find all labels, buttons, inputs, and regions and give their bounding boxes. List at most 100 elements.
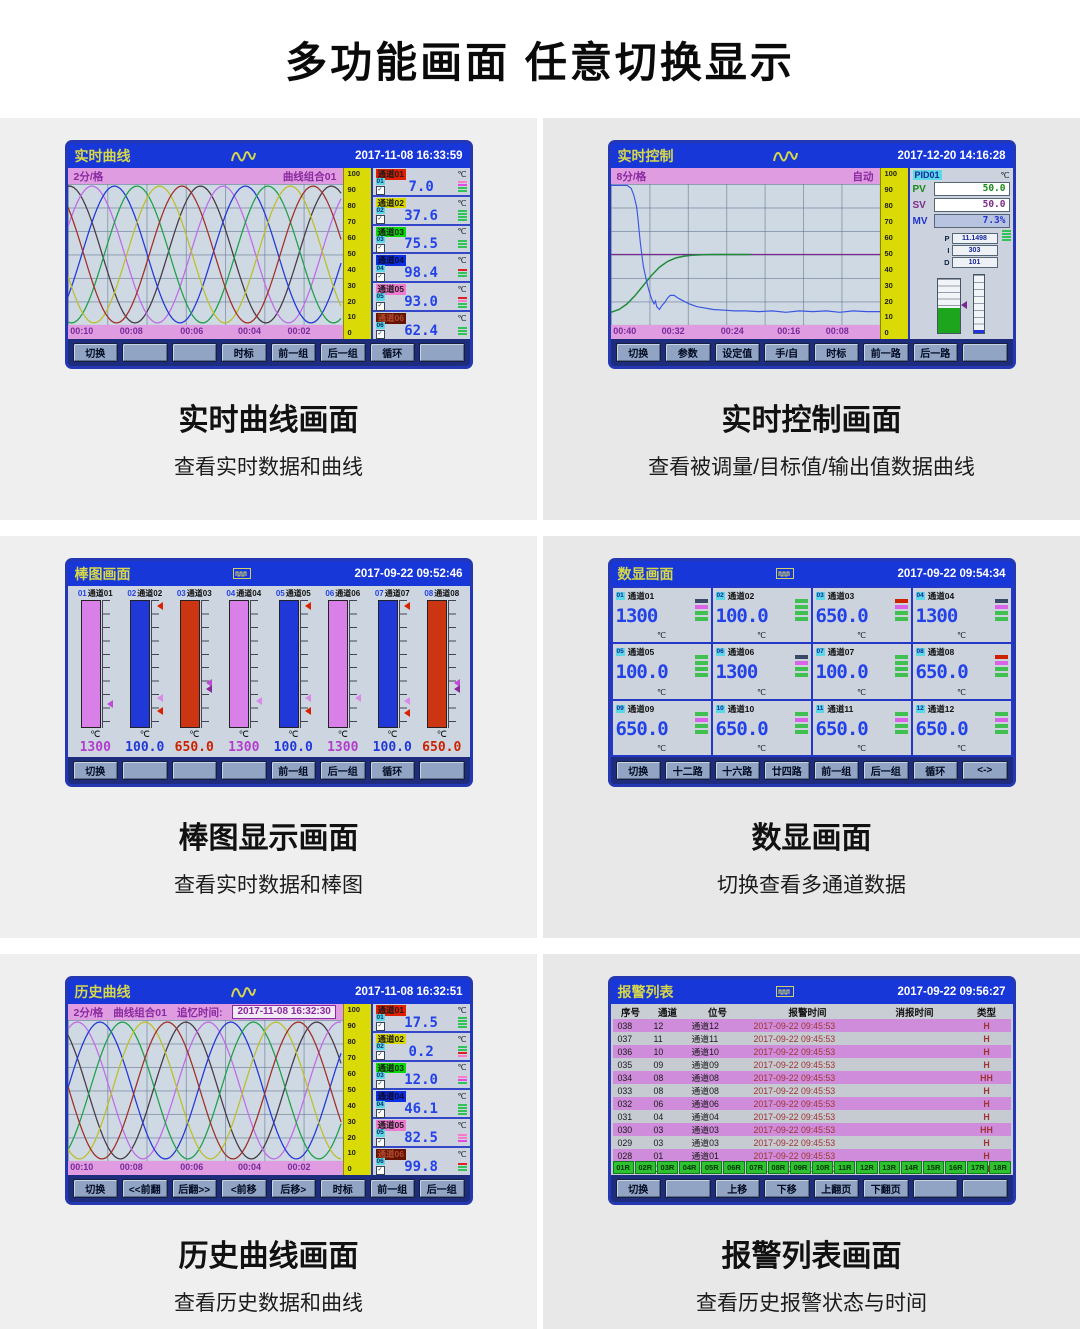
alarm-setpoint-marker-icon xyxy=(255,697,262,706)
channel-visible-checkbox[interactable] xyxy=(375,272,385,282)
alarm-row[interactable]: 030 03 通道03 2017-09-22 09:45:53 HH xyxy=(612,1123,1011,1136)
alarm-row[interactable]: 029 03 通道03 2017-09-22 09:45:53 H xyxy=(612,1136,1011,1149)
softkey-button[interactable]: 手/自 xyxy=(764,343,810,362)
softkey-button[interactable]: 下移 xyxy=(764,1179,810,1198)
relay-status-tag: 18R xyxy=(989,1161,1011,1174)
softkey-button[interactable]: 切换 xyxy=(72,761,118,780)
softkey-button[interactable] xyxy=(962,1179,1008,1198)
softkey-button[interactable]: 后一组 xyxy=(419,1179,465,1198)
softkey-button[interactable]: 廿四路 xyxy=(764,761,810,780)
alarm-row[interactable]: 033 08 通道08 2017-09-22 09:45:53 H xyxy=(612,1084,1011,1097)
channel-visible-checkbox[interactable] xyxy=(375,1079,385,1089)
softkey-button[interactable]: <前移 xyxy=(221,1179,267,1198)
softkey-button[interactable]: 切换 xyxy=(72,1179,118,1198)
alarm-seq: 029 xyxy=(617,1137,633,1148)
alarm-setpoint-marker-icon xyxy=(404,697,411,706)
cell-unit: ℃ xyxy=(657,743,666,753)
softkey-button[interactable]: 后一路 xyxy=(912,343,958,362)
softkey-button[interactable]: 上翻页 xyxy=(813,1179,859,1198)
softkey-button[interactable]: 上移 xyxy=(714,1179,760,1198)
alarm-indicator-dash xyxy=(994,729,1008,734)
softkey-button[interactable]: 后一组 xyxy=(320,761,366,780)
alarm-row[interactable]: 028 01 通道01 2017-09-22 09:45:53 H xyxy=(612,1149,1011,1162)
channel-unit: ℃ xyxy=(457,1063,467,1073)
alarm-row[interactable]: 036 10 通道10 2017-09-22 09:45:53 H xyxy=(612,1045,1011,1058)
softkey-button[interactable]: 时标 xyxy=(221,343,267,362)
softkey-button[interactable]: 参数 xyxy=(665,343,711,362)
alarm-row[interactable]: 031 04 通道04 2017-09-22 09:45:53 H xyxy=(612,1110,1011,1123)
softkey-button[interactable] xyxy=(962,343,1008,362)
alarm-seq: 028 xyxy=(617,1150,633,1161)
channel-visible-checkbox[interactable] xyxy=(375,1051,385,1061)
history-curve-screen: 历史曲线 2017-11-08 16:32:51 2分/格 曲线组合01 追忆时… xyxy=(64,976,473,1205)
alarm-indicator-dash xyxy=(994,717,1008,722)
softkey-button[interactable] xyxy=(171,761,217,780)
alarm-row[interactable]: 032 06 通道06 2017-09-22 09:45:53 H xyxy=(612,1097,1011,1110)
softkey-button[interactable] xyxy=(419,761,465,780)
softkey-button[interactable]: 前一组 xyxy=(369,1179,415,1198)
softkey-button[interactable]: <-> xyxy=(962,761,1008,780)
softkey-button[interactable] xyxy=(171,343,217,362)
alarm-indicator-dash xyxy=(457,1162,467,1165)
softkey-button[interactable]: 后移> xyxy=(270,1179,316,1198)
scale-tick-label: 100 xyxy=(347,1005,361,1014)
softkey-button[interactable]: 切换 xyxy=(615,343,661,362)
cell-alarm-indicators xyxy=(994,655,1008,678)
bar-value: 100.0 xyxy=(372,740,412,755)
alarm-indicator-dash xyxy=(457,296,467,299)
channel-visible-checkbox[interactable] xyxy=(375,1137,385,1147)
softkey-button[interactable]: 十二路 xyxy=(665,761,711,780)
softkey-button[interactable]: 前一组 xyxy=(270,761,316,780)
cell-alarm-indicators xyxy=(994,711,1008,734)
bar-channel-name: 通道03 xyxy=(186,589,212,598)
alarm-row[interactable]: 034 08 通道08 2017-09-22 09:45:53 HH xyxy=(612,1071,1011,1084)
softkey-button[interactable] xyxy=(122,761,168,780)
softkey-button[interactable] xyxy=(122,343,168,362)
relay-status-tag: 12R xyxy=(856,1161,878,1174)
softkey-button[interactable]: 十六路 xyxy=(714,761,760,780)
softkey-button[interactable] xyxy=(419,343,465,362)
softkey-button[interactable] xyxy=(912,1179,958,1198)
panel-caption-title: 历史曲线画面 xyxy=(178,1240,359,1273)
softkey-button[interactable]: 设定值 xyxy=(714,343,760,362)
softkey-button[interactable]: 后一组 xyxy=(320,343,366,362)
softkey-button[interactable]: 时标 xyxy=(813,343,859,362)
alarm-row[interactable]: 035 09 通道09 2017-09-22 09:45:53 H xyxy=(612,1058,1011,1071)
channel-visible-checkbox[interactable] xyxy=(375,243,385,253)
channel-visible-checkbox[interactable] xyxy=(375,1022,385,1032)
alarm-indicator-dash xyxy=(457,1017,467,1020)
channel-visible-checkbox[interactable] xyxy=(375,1108,385,1118)
alarm-row[interactable]: 038 12 通道12 2017-09-22 09:45:53 H xyxy=(612,1019,1011,1032)
alarm-row[interactable]: 037 11 通道11 2017-09-22 09:45:53 H xyxy=(612,1032,1011,1045)
bar-scale-ticks xyxy=(448,600,457,728)
softkey-button[interactable]: 循环 xyxy=(369,761,415,780)
softkey-button[interactable] xyxy=(221,761,267,780)
softkey-button[interactable]: 切换 xyxy=(72,343,118,362)
softkey-button[interactable]: 下翻页 xyxy=(863,1179,909,1198)
bar-cell: 01通道01 ℃ 1300 xyxy=(72,588,120,757)
channel-alarm-indicators xyxy=(457,296,467,308)
softkey-button[interactable]: 后翻>> xyxy=(171,1179,217,1198)
softkey-button[interactable]: <<前翻 xyxy=(122,1179,168,1198)
softkey-button[interactable]: 循环 xyxy=(369,343,415,362)
channel-visible-checkbox[interactable] xyxy=(375,215,385,225)
channel-visible-checkbox[interactable] xyxy=(375,186,385,196)
channel-visible-checkbox[interactable] xyxy=(375,330,385,340)
softkey-button[interactable]: 前一组 xyxy=(270,343,316,362)
cell-value: 1300 xyxy=(715,661,759,684)
channel-visible-checkbox[interactable] xyxy=(375,301,385,311)
softkey-button[interactable]: 后一组 xyxy=(863,761,909,780)
channel-visible-checkbox[interactable] xyxy=(375,1166,385,1176)
softkey-button[interactable]: 切换 xyxy=(615,761,661,780)
softkey-button[interactable]: 前一组 xyxy=(813,761,859,780)
scale-tick-label: 50 xyxy=(347,248,356,258)
recall-time-value[interactable]: 2017-11-08 16:32:30 xyxy=(232,1005,336,1019)
softkey-button[interactable]: 切换 xyxy=(615,1179,661,1198)
bar-value: 1300 xyxy=(79,740,111,755)
softkey-button[interactable] xyxy=(665,1179,711,1198)
softkey-button[interactable]: 时标 xyxy=(320,1179,366,1198)
alarm-indicator-dash xyxy=(694,661,708,666)
softkey-button[interactable]: 前一路 xyxy=(863,343,909,362)
cell-unit: ℃ xyxy=(957,687,966,697)
softkey-button[interactable]: 循环 xyxy=(912,761,958,780)
